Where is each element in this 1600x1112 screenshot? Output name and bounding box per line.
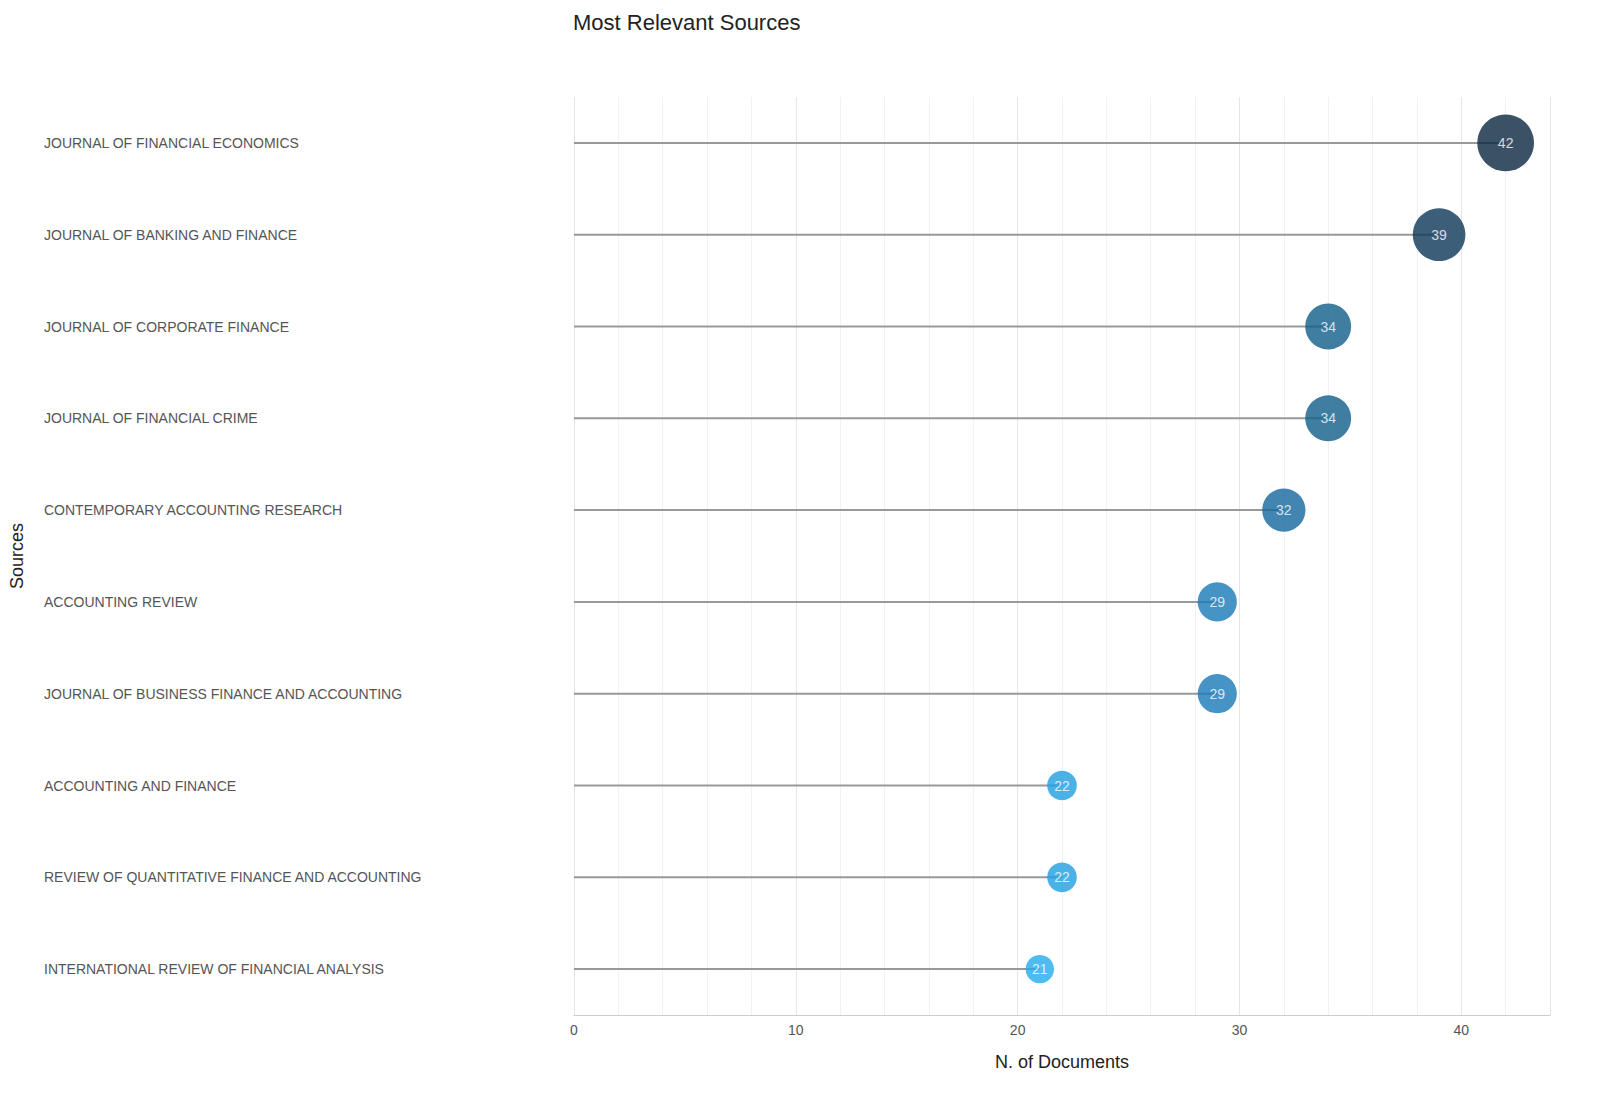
svg-text:34: 34 <box>1320 410 1336 426</box>
svg-text:ACCOUNTING REVIEW: ACCOUNTING REVIEW <box>44 594 198 610</box>
svg-text:REVIEW OF QUANTITATIVE FINANCE: REVIEW OF QUANTITATIVE FINANCE AND ACCOU… <box>44 869 422 885</box>
svg-text:JOURNAL OF CORPORATE FINANCE: JOURNAL OF CORPORATE FINANCE <box>44 319 289 335</box>
svg-text:40: 40 <box>1453 1022 1469 1038</box>
svg-text:10: 10 <box>788 1022 804 1038</box>
svg-text:29: 29 <box>1209 594 1225 610</box>
svg-text:29: 29 <box>1209 686 1225 702</box>
svg-text:Most Relevant Sources: Most Relevant Sources <box>573 10 800 35</box>
svg-text:22: 22 <box>1054 869 1070 885</box>
svg-text:39: 39 <box>1431 227 1447 243</box>
svg-text:Sources: Sources <box>7 523 27 589</box>
svg-text:22: 22 <box>1054 778 1070 794</box>
svg-text:JOURNAL OF BANKING AND FINANCE: JOURNAL OF BANKING AND FINANCE <box>44 227 297 243</box>
svg-text:JOURNAL OF BUSINESS FINANCE AN: JOURNAL OF BUSINESS FINANCE AND ACCOUNTI… <box>44 686 402 702</box>
svg-text:20: 20 <box>1010 1022 1026 1038</box>
svg-text:ACCOUNTING AND FINANCE: ACCOUNTING AND FINANCE <box>44 778 236 794</box>
svg-text:32: 32 <box>1276 502 1292 518</box>
svg-text:CONTEMPORARY ACCOUNTING RESEAR: CONTEMPORARY ACCOUNTING RESEARCH <box>44 502 342 518</box>
svg-text:JOURNAL OF FINANCIAL CRIME: JOURNAL OF FINANCIAL CRIME <box>44 410 258 426</box>
svg-text:0: 0 <box>570 1022 578 1038</box>
svg-text:42: 42 <box>1498 135 1514 151</box>
svg-text:N. of Documents: N. of Documents <box>995 1052 1129 1072</box>
svg-text:JOURNAL OF FINANCIAL ECONOMICS: JOURNAL OF FINANCIAL ECONOMICS <box>44 135 299 151</box>
svg-text:INTERNATIONAL REVIEW OF FINANC: INTERNATIONAL REVIEW OF FINANCIAL ANALYS… <box>44 961 384 977</box>
svg-text:21: 21 <box>1032 961 1048 977</box>
svg-text:30: 30 <box>1232 1022 1248 1038</box>
svg-text:34: 34 <box>1320 319 1336 335</box>
